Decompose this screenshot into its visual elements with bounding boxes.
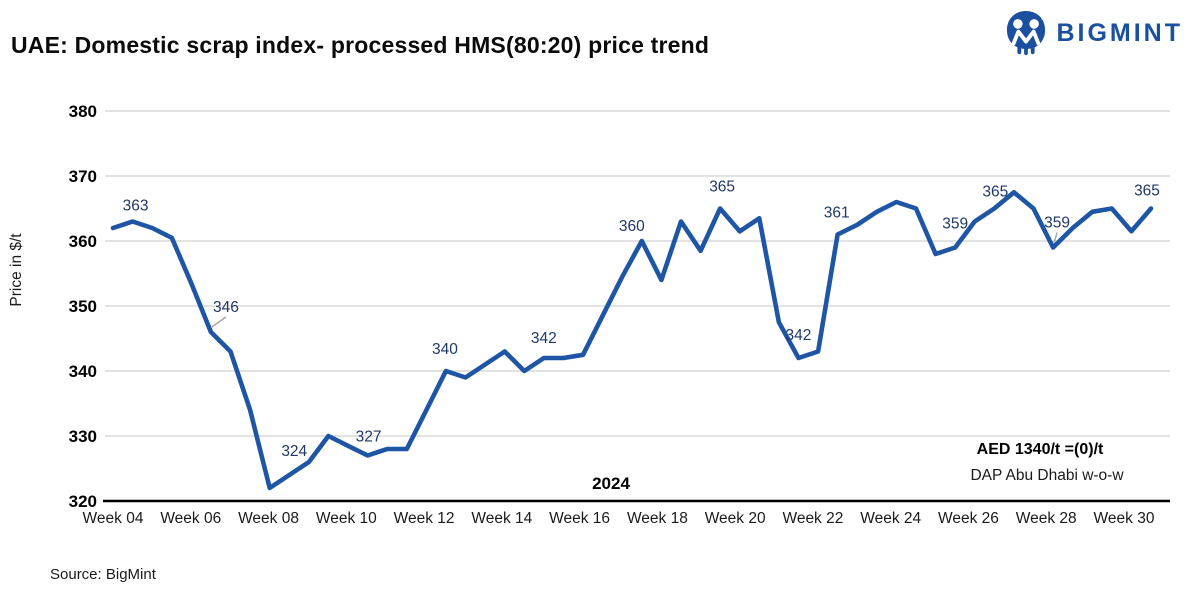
year-label: 2024 bbox=[592, 474, 630, 493]
point-label-359: 359 bbox=[942, 216, 968, 233]
label-leader-line bbox=[211, 316, 227, 328]
x-tick-week-10: Week 10 bbox=[316, 510, 377, 527]
y-tick-320: 320 bbox=[69, 492, 97, 511]
y-tick-340: 340 bbox=[69, 362, 97, 381]
price-line bbox=[110, 190, 1154, 491]
source-note: Source: BigMint bbox=[50, 566, 156, 583]
point-label-365: 365 bbox=[1134, 183, 1160, 200]
point-label-324: 324 bbox=[281, 443, 307, 460]
y-tick-330: 330 bbox=[69, 427, 97, 446]
x-tick-week-16: Week 16 bbox=[549, 510, 610, 527]
x-tick-week-14: Week 14 bbox=[471, 510, 532, 527]
x-tick-week-26: Week 26 bbox=[938, 510, 999, 527]
label-leader-line bbox=[1053, 232, 1058, 243]
annotation-delivery-basis: DAP Abu Dhabi w-o-w bbox=[970, 467, 1124, 484]
bigmint-logo: BIGMINT bbox=[1005, 10, 1183, 56]
chart-title: UAE: Domestic scrap index- processed HMS… bbox=[11, 32, 710, 58]
y-tick-370: 370 bbox=[69, 167, 97, 186]
x-tick-week-24: Week 24 bbox=[860, 510, 921, 527]
point-label-363: 363 bbox=[123, 198, 149, 215]
point-label-360: 360 bbox=[619, 218, 645, 235]
x-tick-week-06: Week 06 bbox=[160, 510, 221, 527]
y-axis-title: Price in $/t bbox=[8, 233, 25, 307]
point-label-346: 346 bbox=[213, 299, 239, 316]
x-tick-week-30: Week 30 bbox=[1094, 510, 1155, 527]
x-tick-week-08: Week 08 bbox=[238, 510, 299, 527]
x-tick-week-22: Week 22 bbox=[782, 510, 843, 527]
point-label-327: 327 bbox=[356, 429, 382, 446]
x-tick-week-20: Week 20 bbox=[705, 510, 766, 527]
bigmint-logo-icon bbox=[1005, 10, 1047, 56]
x-tick-week-04: Week 04 bbox=[83, 510, 144, 527]
point-label-365: 365 bbox=[982, 184, 1008, 201]
x-tick-week-28: Week 28 bbox=[1016, 510, 1077, 527]
y-tick-380: 380 bbox=[69, 102, 97, 121]
point-label-342: 342 bbox=[531, 330, 557, 347]
annotation-aed-price: AED 1340/t =(0)/t bbox=[977, 441, 1104, 458]
y-tick-350: 350 bbox=[69, 297, 97, 316]
point-label-340: 340 bbox=[432, 341, 458, 358]
x-tick-week-12: Week 12 bbox=[394, 510, 455, 527]
bigmint-logo-text: BIGMINT bbox=[1056, 18, 1183, 47]
point-label-361: 361 bbox=[824, 205, 850, 222]
point-label-365: 365 bbox=[709, 179, 735, 196]
x-tick-week-18: Week 18 bbox=[627, 510, 688, 527]
point-label-359: 359 bbox=[1044, 215, 1070, 232]
point-label-342: 342 bbox=[786, 327, 812, 344]
y-tick-360: 360 bbox=[69, 232, 97, 251]
